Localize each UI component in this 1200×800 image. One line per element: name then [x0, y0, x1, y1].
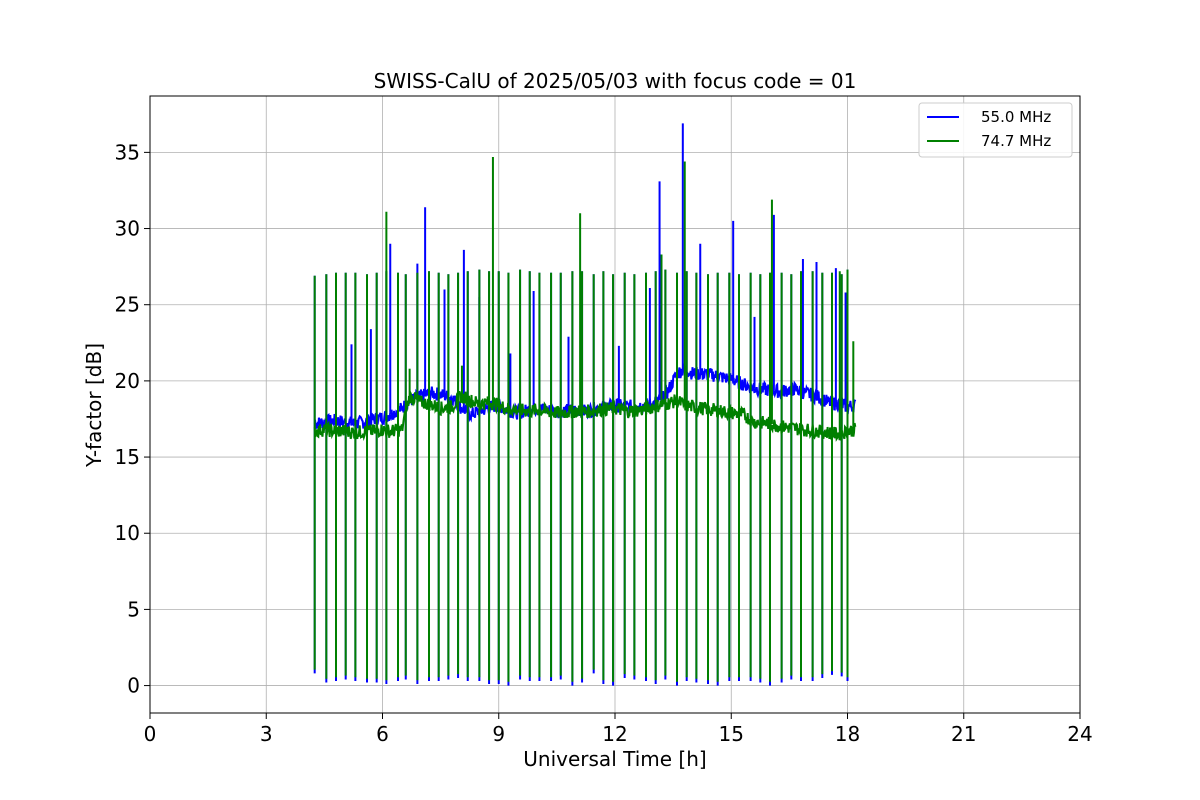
- x-tick-label: 6: [376, 722, 389, 746]
- y-tick-label: 20: [115, 369, 140, 393]
- chart-title: SWISS-CalU of 2025/05/03 with focus code…: [374, 69, 857, 93]
- x-tick-label: 18: [835, 722, 860, 746]
- calibration-pulses-green: [313, 269, 849, 682]
- x-tick-label: 0: [144, 722, 157, 746]
- x-tick-label: 24: [1067, 722, 1092, 746]
- y-tick-label: 10: [115, 521, 140, 545]
- y-tick-label: 30: [115, 217, 140, 241]
- x-tick-label: 12: [602, 722, 627, 746]
- axis-ticks: 0 3 6 9 12 15 18 21 24 0 5 10 15 20 25 30 35: [115, 140, 1093, 746]
- legend: 55.0 MHz 74.7 MHz: [918, 102, 1073, 158]
- legend-label-74-mhz: 74.7 MHz: [981, 132, 1051, 150]
- y-axis-label: Y-factor [dB]: [82, 343, 106, 468]
- y-tick-label: 5: [127, 597, 140, 621]
- x-tick-label: 3: [260, 722, 273, 746]
- y-tick-label: 0: [127, 674, 140, 698]
- y-tick-label: 15: [115, 445, 140, 469]
- plot-area: [313, 123, 857, 686]
- x-tick-label: 15: [719, 722, 744, 746]
- y-tick-label: 35: [115, 140, 140, 164]
- y-tick-label: 25: [115, 293, 140, 317]
- x-axis-label: Universal Time [h]: [523, 747, 706, 771]
- series-line-green: [313, 388, 857, 442]
- x-tick-label: 21: [951, 722, 976, 746]
- x-tick-label: 9: [492, 722, 505, 746]
- legend-label-55-mhz: 55.0 MHz: [981, 108, 1051, 126]
- series-green: [313, 156, 857, 442]
